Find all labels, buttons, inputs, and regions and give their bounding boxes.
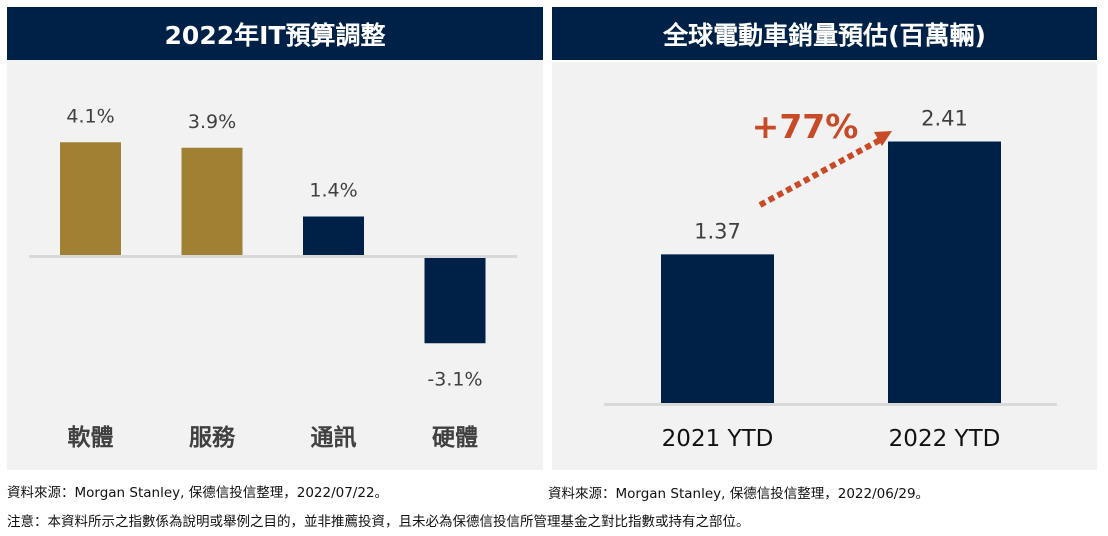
bar-2 xyxy=(303,216,364,255)
data-label-0: 4.1% xyxy=(66,105,114,127)
ev-sales-chart-title: 全球電動車銷量預估(百萬輛) xyxy=(552,7,1097,60)
bar-3 xyxy=(424,258,486,344)
data-label-1: 3.9% xyxy=(188,111,236,133)
growth-annotation: +77% xyxy=(752,107,859,146)
data-label-3: -3.1% xyxy=(427,368,482,390)
source-note-left: 資料來源：Morgan Stanley, 保德信投信整理，2022/07/22。 xyxy=(7,485,389,501)
category-label-2: 通訊 xyxy=(311,424,357,451)
category-label-0: 2021 YTD xyxy=(662,426,774,452)
bar-1 xyxy=(181,147,243,255)
disclaimer-note: 注意：本資料所示之指數係為說明或舉例之目的，並非推薦投資，且未必為保德信投信所管… xyxy=(7,514,750,530)
data-label-2: 1.4% xyxy=(309,180,357,202)
bar-0 xyxy=(60,142,121,255)
category-label-0: 軟體 xyxy=(68,424,114,451)
bar-0 xyxy=(661,254,774,403)
growth-arrow-head-icon xyxy=(874,131,892,146)
category-label-1: 服務 xyxy=(189,424,236,451)
it-budget-chart: 4.1% 軟體 3.9% 服務 1.4% 通訊 -3.1% 硬體 xyxy=(29,105,517,451)
data-label-1: 2.41 xyxy=(921,107,968,131)
data-label-0: 1.37 xyxy=(694,219,741,243)
category-label-3: 硬體 xyxy=(432,424,478,451)
ev-sales-chart-panel: 1.37 2021 YTD 2.41 2022 YTD +77% xyxy=(552,62,1097,470)
it-budget-chart-title: 2022年IT預算調整 xyxy=(7,7,543,60)
bar-1 xyxy=(888,141,1001,403)
it-budget-chart-panel: 4.1% 軟體 3.9% 服務 1.4% 通訊 -3.1% 硬體 xyxy=(7,60,543,470)
growth-arrow-line xyxy=(758,137,882,208)
source-note-right: 資料來源：Morgan Stanley, 保德信投信整理，2022/06/29。 xyxy=(548,486,930,502)
ev-sales-chart: 1.37 2021 YTD 2.41 2022 YTD +77% xyxy=(604,107,1057,452)
category-label-1: 2022 YTD xyxy=(889,426,1001,452)
